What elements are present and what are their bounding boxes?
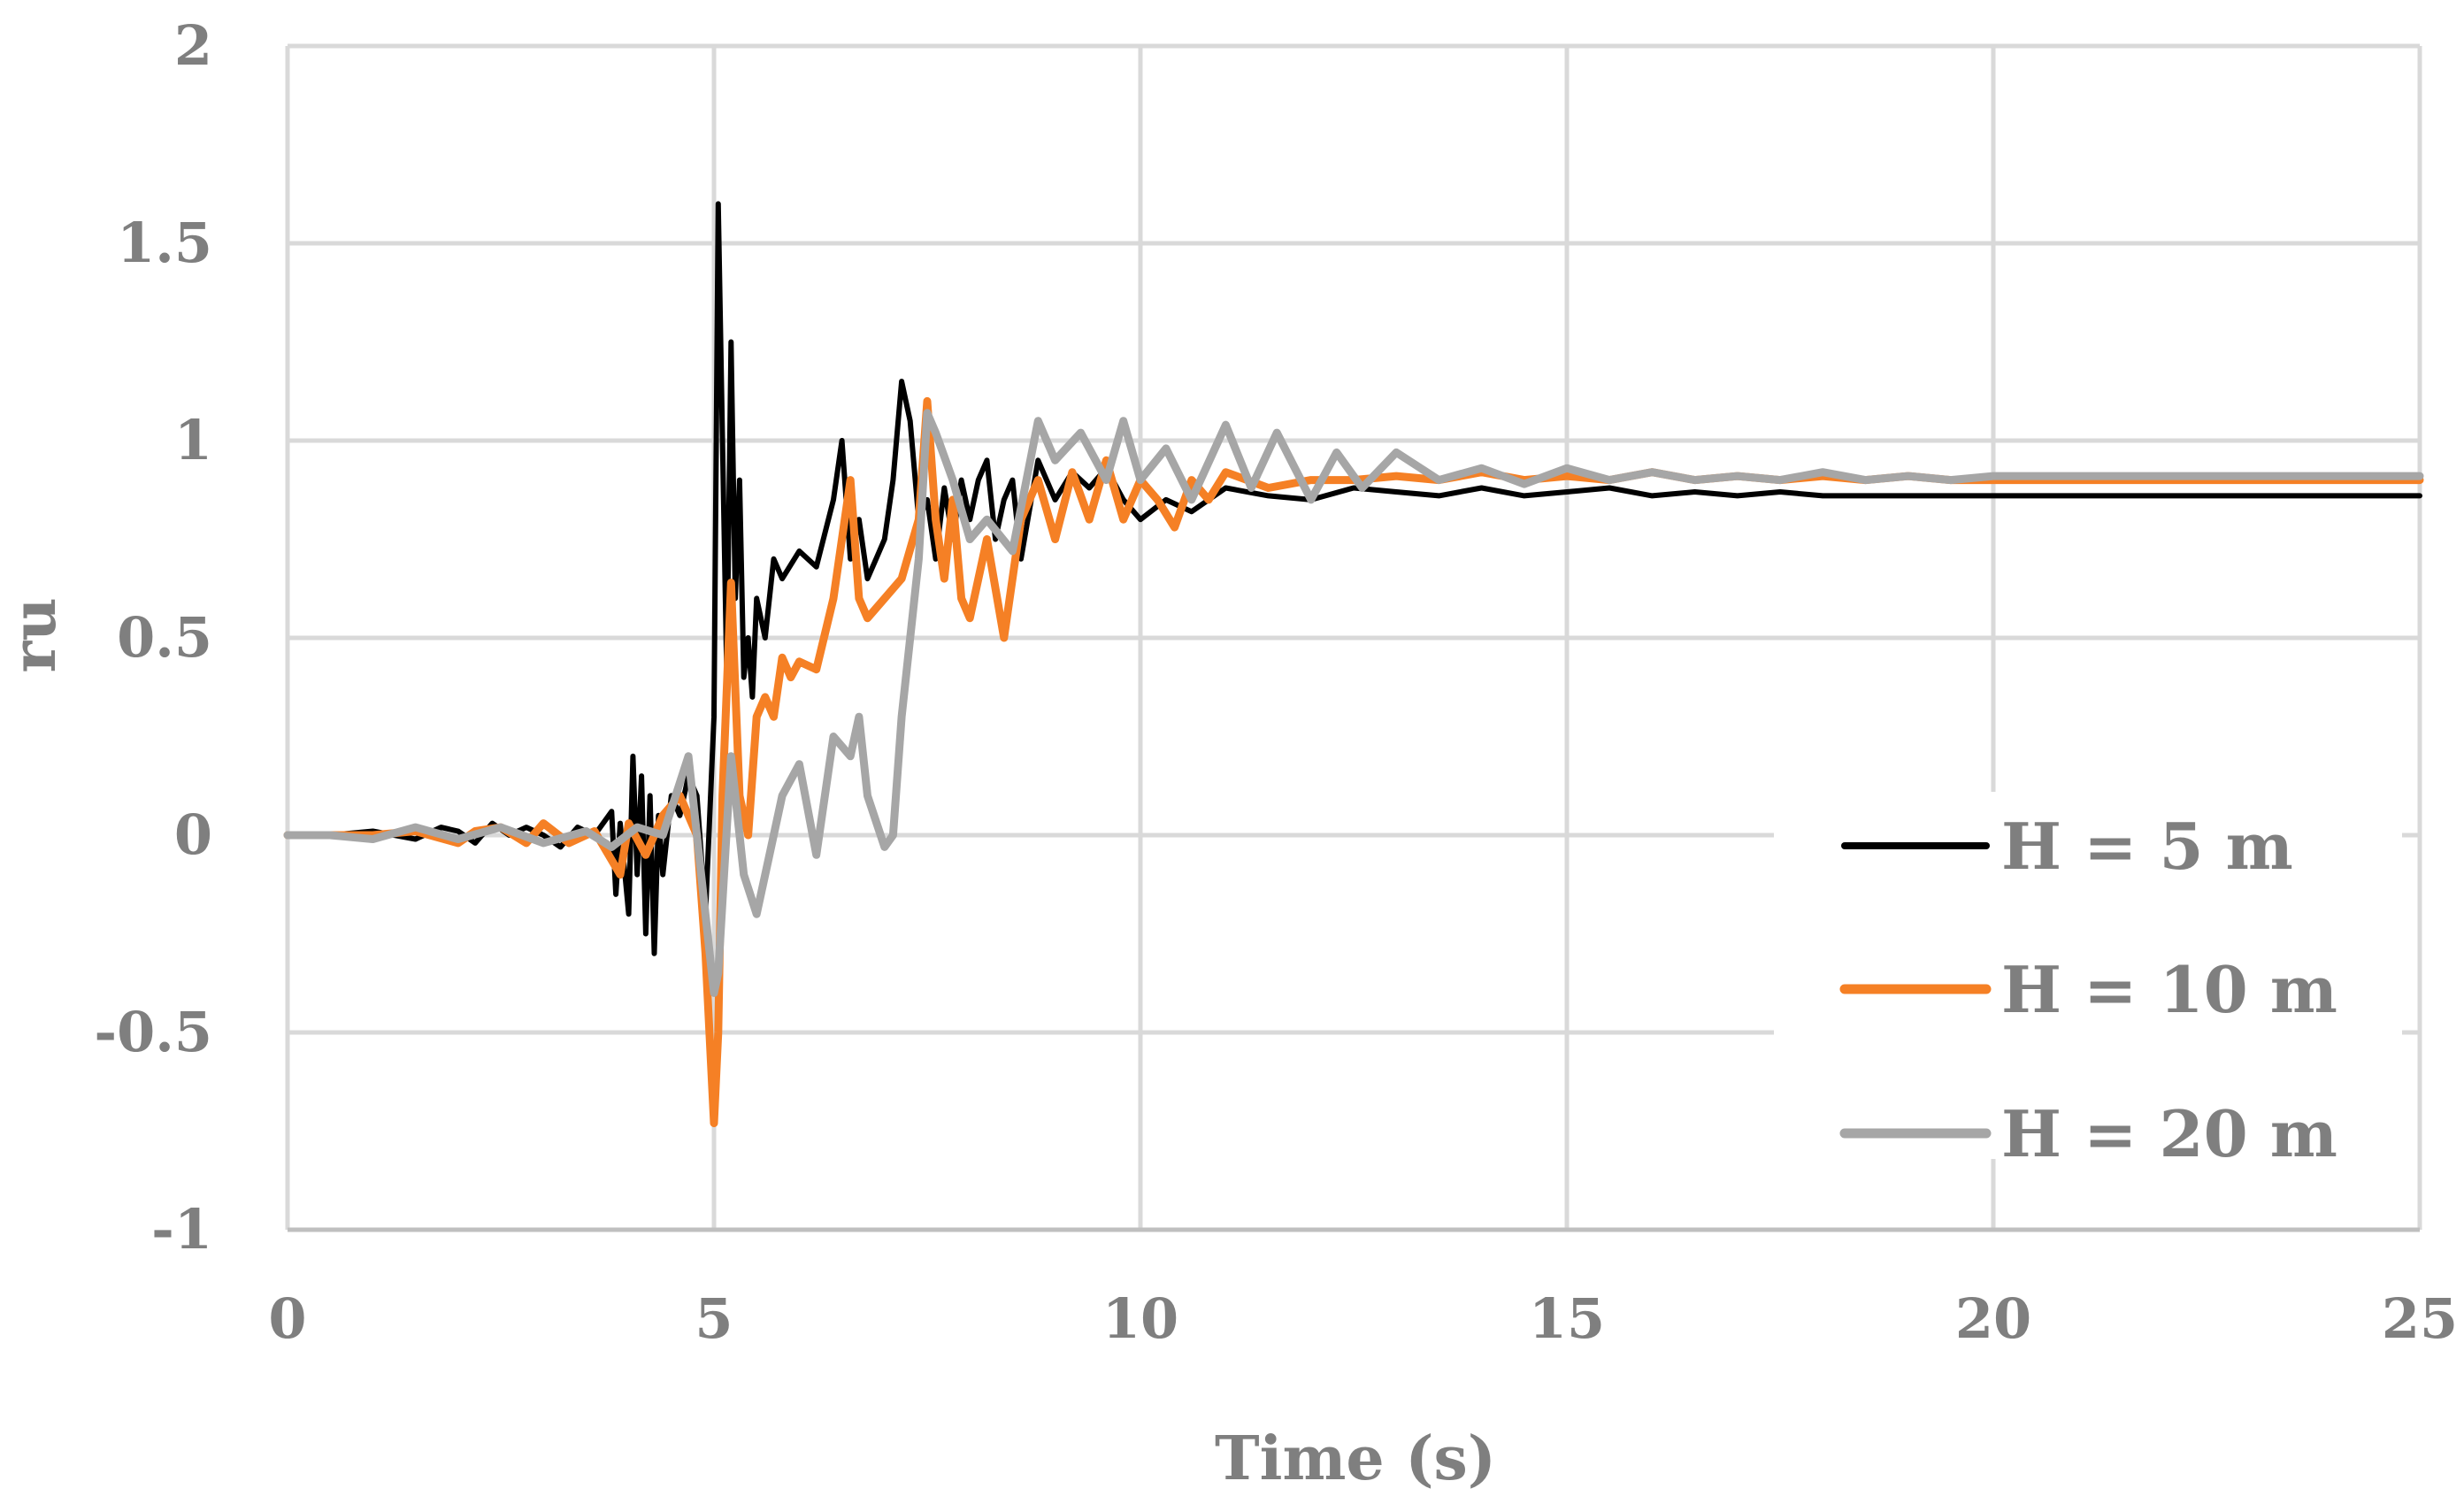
x-tick-label: 10 bbox=[1102, 1286, 1178, 1351]
x-tick-label: 25 bbox=[2382, 1286, 2458, 1351]
y-tick-label: -1 bbox=[151, 1197, 212, 1262]
legend-label-2: H = 10 m bbox=[2001, 952, 2337, 1027]
legend-label-1: H = 5 m bbox=[2001, 809, 2293, 884]
x-tick-label: 15 bbox=[1529, 1286, 1605, 1351]
y-axis-title: ru bbox=[0, 597, 70, 672]
y-tick-label: 1.5 bbox=[117, 211, 212, 275]
y-tick-label: 1 bbox=[174, 408, 212, 472]
legend-label-3: H = 20 m bbox=[2001, 1096, 2337, 1171]
legend-background bbox=[1774, 792, 2402, 1159]
legend: H = 5 m H = 10 m H = 20 m bbox=[1774, 792, 2402, 1171]
y-tick-label: 2 bbox=[174, 13, 212, 78]
series-line-3 bbox=[283, 409, 2424, 997]
y-tick-label: 0 bbox=[174, 802, 212, 867]
y-tick-label: -0.5 bbox=[94, 1000, 212, 1064]
x-tick-label: 0 bbox=[268, 1286, 306, 1351]
x-tick-label: 20 bbox=[1955, 1286, 2031, 1351]
series-lines bbox=[283, 201, 2424, 1128]
x-tick-label: 5 bbox=[695, 1286, 733, 1351]
x-axis-title: Time (s) bbox=[1215, 1423, 1496, 1494]
tick-labels: -1-0.500.511.520 5 10 15 20 25 bbox=[94, 13, 2458, 1351]
y-tick-label: 0.5 bbox=[117, 605, 212, 670]
